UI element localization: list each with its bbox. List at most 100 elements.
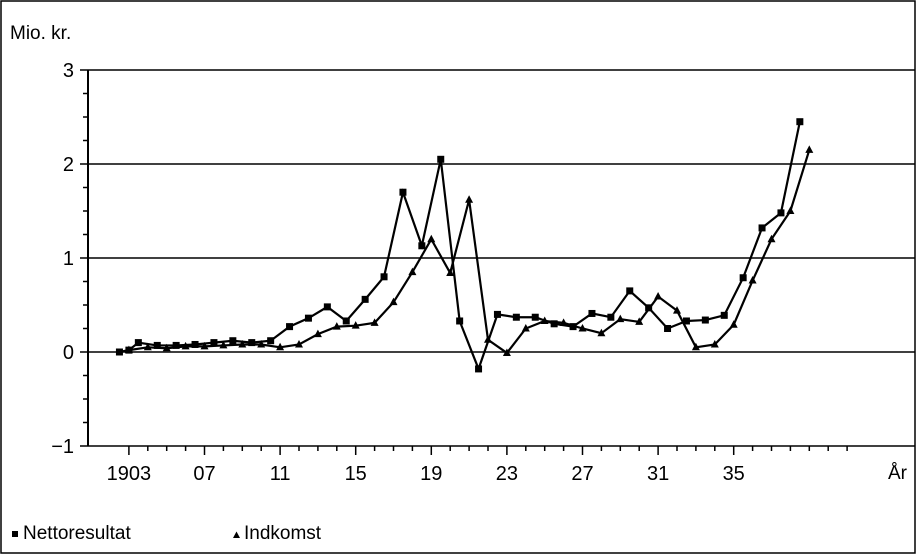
point-indkomst-35: [786, 206, 795, 214]
point-indkomst-0: [124, 345, 133, 354]
point-indkomst-26: [616, 314, 625, 323]
point-nettoresultat-14: [361, 295, 369, 303]
point-nettoresultat-9: [267, 337, 275, 345]
x-tick-label-6: 27: [571, 463, 593, 485]
series-group: [115, 118, 814, 373]
point-indkomst-7: [257, 339, 266, 348]
point-nettoresultat-32: [701, 316, 709, 324]
y-tick-label-2: 1: [63, 248, 74, 270]
point-nettoresultat-11: [304, 314, 312, 322]
point-nettoresultat-36: [777, 209, 785, 217]
point-indkomst-4: [200, 341, 209, 350]
point-indkomst-8: [276, 342, 285, 351]
point-indkomst-30: [691, 342, 700, 351]
point-indkomst-1: [143, 342, 152, 351]
point-nettoresultat-20: [475, 365, 483, 373]
point-nettoresultat-23: [531, 313, 539, 321]
point-nettoresultat-17: [418, 242, 426, 250]
point-indkomst-33: [748, 276, 757, 284]
point-nettoresultat-4: [172, 341, 180, 349]
series-line-nettoresultat: [119, 121, 801, 373]
point-indkomst-17: [446, 268, 455, 277]
x-ticks: 1903 07 11 15 19 23 27 31 35: [107, 446, 848, 485]
point-nettoresultat-21: [493, 310, 501, 318]
point-indkomst-2: [162, 343, 171, 352]
x-tick-label-7: 31: [647, 463, 669, 485]
x-tick-label-4: 19: [420, 463, 442, 485]
point-indkomst-10: [313, 329, 322, 338]
point-nettoresultat-2: [134, 339, 142, 347]
point-indkomst-6: [238, 339, 247, 348]
x-tick-label-1: 07: [193, 463, 215, 485]
point-indkomst-19: [484, 335, 492, 343]
y-tick-label-4: 3: [63, 60, 74, 82]
point-indkomst-9: [295, 339, 303, 348]
y-tick-label-0: −1: [51, 436, 74, 458]
y-ticks: −1 0 1 2 3: [51, 60, 88, 458]
point-nettoresultat-0: [115, 348, 123, 356]
point-indkomst-36: [805, 145, 814, 153]
x-tick-label-5: 23: [496, 463, 518, 485]
point-nettoresultat-34: [739, 274, 747, 282]
point-indkomst-21: [521, 324, 530, 332]
legend-label-indkomst: Indkomst: [244, 523, 322, 544]
point-nettoresultat-30: [664, 325, 672, 332]
point-nettoresultat-35: [758, 224, 766, 232]
grid-lines: [88, 69, 915, 447]
point-nettoresultat-5: [191, 340, 199, 348]
legend: Nettoresultat Indkomst: [12, 523, 322, 544]
y-axis-label: Mio. kr.: [10, 23, 71, 44]
point-indkomst-16: [427, 234, 436, 243]
point-indkomst-20: [502, 348, 511, 356]
point-nettoresultat-7: [229, 337, 237, 345]
point-indkomst-3: [181, 341, 190, 350]
point-indkomst-28: [654, 292, 663, 300]
point-nettoresultat-16: [399, 188, 407, 196]
x-tick-label-3: 15: [345, 463, 367, 485]
point-nettoresultat-37: [796, 118, 804, 126]
point-nettoresultat-24: [550, 320, 558, 328]
x-axis-label: År: [888, 463, 908, 484]
point-nettoresultat-26: [588, 309, 596, 317]
point-nettoresultat-19: [456, 317, 464, 325]
point-indkomst-32: [729, 320, 738, 328]
legend-marker-indkomst: [233, 531, 240, 538]
point-nettoresultat-27: [607, 313, 615, 321]
point-indkomst-25: [597, 328, 606, 337]
point-indkomst-11: [332, 322, 341, 330]
point-indkomst-23: [559, 318, 568, 326]
y-tick-label-3: 2: [63, 154, 74, 176]
x-tick-label-8: 35: [723, 463, 745, 485]
point-nettoresultat-3: [153, 341, 161, 349]
point-indkomst-27: [635, 317, 644, 325]
point-indkomst-15: [408, 267, 417, 276]
point-nettoresultat-33: [720, 311, 728, 319]
point-indkomst-12: [351, 321, 360, 329]
point-indkomst-13: [370, 318, 379, 326]
point-indkomst-22: [540, 316, 549, 324]
x-tick-label-0: 1903: [107, 463, 152, 485]
point-nettoresultat-31: [682, 317, 690, 325]
point-indkomst-34: [767, 234, 776, 243]
point-nettoresultat-15: [380, 273, 388, 281]
legend-label-nettoresultat: Nettoresultat: [23, 523, 131, 544]
y-tick-label-1: 0: [63, 342, 74, 364]
point-nettoresultat-8: [248, 339, 256, 347]
point-nettoresultat-10: [286, 323, 294, 331]
point-indkomst-5: [219, 340, 228, 349]
point-nettoresultat-18: [437, 155, 445, 163]
point-nettoresultat-13: [342, 317, 350, 325]
point-indkomst-14: [389, 297, 398, 306]
point-indkomst-31: [710, 339, 719, 348]
legend-marker-nettoresultat: [12, 531, 18, 537]
point-nettoresultat-22: [512, 313, 520, 321]
point-indkomst-24: [578, 324, 587, 332]
point-nettoresultat-28: [626, 287, 634, 295]
x-tick-label-2: 11: [270, 463, 291, 485]
point-nettoresultat-12: [323, 303, 331, 311]
point-nettoresultat-6: [210, 339, 218, 347]
point-indkomst-29: [673, 306, 681, 314]
